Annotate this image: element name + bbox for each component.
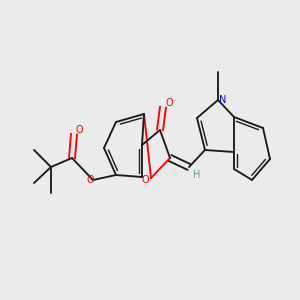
Text: H: H — [193, 170, 201, 180]
Text: O: O — [165, 98, 173, 108]
Text: N: N — [219, 95, 227, 105]
Text: O: O — [141, 175, 149, 185]
Text: O: O — [86, 175, 94, 185]
Text: O: O — [75, 125, 83, 135]
